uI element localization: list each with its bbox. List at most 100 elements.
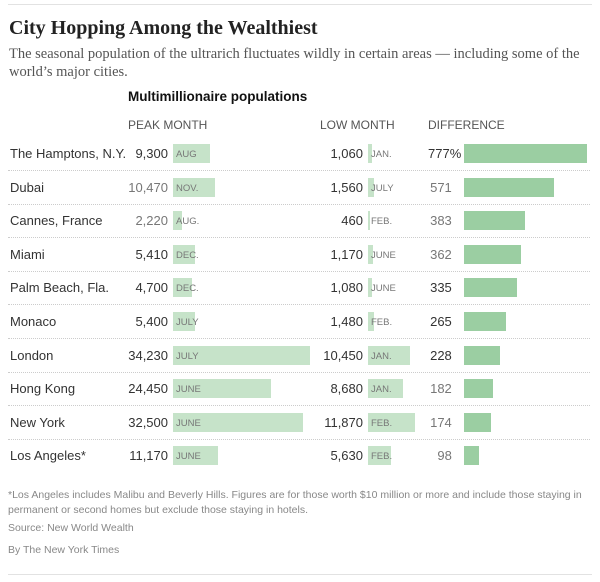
- peak-month: DEC.: [176, 249, 199, 261]
- peak-bar: [173, 379, 271, 399]
- difference-bar: [464, 144, 587, 163]
- difference-value: 335: [430, 280, 452, 296]
- low-value: 460: [341, 213, 363, 229]
- low-bar: [368, 144, 373, 163]
- source: Source: New World Wealth: [8, 522, 134, 534]
- peak-value: 9,300: [135, 146, 168, 161]
- low-month: FEB.: [371, 216, 393, 228]
- city-name: Palm Beach, Fla.: [10, 280, 109, 296]
- difference-bar: [464, 211, 525, 231]
- low-bar: [368, 211, 370, 231]
- peak-value: 4,700: [135, 280, 168, 296]
- low-month: JAN.: [371, 350, 392, 362]
- low-bar: [368, 278, 373, 298]
- city-name: Cannes, France: [10, 213, 103, 229]
- table-row: New York 32,500 JUNE 11,870 FEB. 174: [8, 407, 590, 440]
- peak-value: 2,220: [135, 213, 168, 229]
- difference-bar: [464, 177, 555, 197]
- low-month: JAN.: [371, 384, 392, 396]
- table-row: The Hamptons, N.Y. 9,300 AUG 1,060 JAN. 777%: [8, 138, 590, 171]
- low-bar: [368, 177, 375, 197]
- difference-value: 777%: [428, 146, 462, 161]
- difference-bar: [464, 244, 522, 264]
- low-value: 1,080: [330, 280, 363, 296]
- city-name: Los Angeles*: [10, 448, 86, 464]
- table-row: Palm Beach, Fla. 4,700 DEC. 1,080 JUNE 335: [8, 272, 590, 306]
- difference-bar: [464, 379, 493, 399]
- difference-value: 383: [430, 213, 452, 229]
- peak-bar: [173, 244, 195, 264]
- difference-value: 182: [430, 381, 452, 397]
- peak-bar: [173, 278, 192, 298]
- low-value: 5,630: [330, 448, 363, 464]
- low-value: 1,480: [330, 314, 363, 329]
- difference-value: 98: [437, 448, 452, 464]
- low-month: JULY: [371, 182, 394, 194]
- peak-bar: [173, 412, 303, 432]
- row-separator: [8, 405, 590, 407]
- peak-month: JULY: [176, 317, 199, 328]
- table-heading: Multimillionaire populations: [128, 89, 308, 104]
- peak-bar: [173, 211, 182, 231]
- low-month: FEB.: [371, 451, 393, 463]
- difference-value: 362: [430, 246, 452, 262]
- city-name: London: [10, 347, 54, 363]
- peak-bar: [173, 345, 310, 365]
- peak-bar: [173, 177, 215, 197]
- peak-value: 11,170: [129, 448, 168, 464]
- peak-month: JUNE: [176, 451, 201, 463]
- low-value: 8,680: [330, 381, 363, 397]
- low-month: JUNE: [371, 283, 396, 295]
- peak-value: 5,410: [135, 246, 168, 262]
- difference-value: 265: [430, 314, 452, 329]
- city-name: Hong Kong: [10, 381, 76, 397]
- low-bar: [368, 345, 410, 365]
- row-separator: [8, 438, 590, 440]
- row-separator: [8, 270, 590, 272]
- difference-bar: [464, 412, 492, 432]
- low-value: 1,060: [330, 146, 363, 161]
- row-separator: [8, 338, 590, 339]
- difference-bar: [464, 312, 506, 331]
- row-separator: [8, 371, 590, 373]
- table-row: Los Angeles* 11,170 JUNE 5,630 FEB. 98: [8, 440, 590, 473]
- row-separator: [8, 203, 590, 205]
- peak-value: 24,450: [128, 381, 168, 397]
- peak-value: 10,470: [128, 179, 168, 195]
- low-value: 1,170: [330, 246, 363, 262]
- bottom-rule: [8, 574, 592, 575]
- table-row: Hong Kong 24,450 JUNE 8,680 JAN. 182: [8, 373, 590, 407]
- subtitle: The seasonal population of the ultrarich…: [9, 46, 580, 80]
- peak-value: 34,230: [128, 347, 168, 363]
- low-bar: [368, 379, 403, 399]
- page-title: City Hopping Among the Wealthiest: [9, 17, 318, 39]
- city-name: New York: [10, 414, 65, 430]
- peak-month: JULY: [176, 350, 199, 362]
- city-name: Dubai: [10, 179, 44, 195]
- column-header-low: LOW MONTH: [320, 118, 395, 132]
- footnote: *Los Angeles includes Malibu and Beverly…: [8, 489, 582, 516]
- difference-value: 228: [430, 347, 452, 363]
- low-value: 10,450: [323, 347, 363, 363]
- difference-bar: [464, 278, 517, 298]
- peak-value: 5,400: [135, 314, 168, 329]
- table-row: Dubai 10,470 NOV. 1,560 JULY 571: [8, 172, 590, 205]
- low-month: JAN.: [371, 149, 392, 160]
- difference-bar: [464, 446, 480, 466]
- peak-month: AUG: [176, 149, 197, 160]
- peak-month: JUNE: [176, 417, 201, 429]
- table-row: Cannes, France 2,220 AUG. 460 FEB. 383: [8, 205, 590, 239]
- top-rule: [8, 4, 592, 5]
- column-header-difference: DIFFERENCE: [428, 118, 505, 132]
- table-row: Monaco 5,400 JULY 1,480 FEB. 265: [8, 306, 590, 339]
- low-value: 1,560: [330, 179, 363, 195]
- low-value: 11,870: [324, 414, 363, 430]
- peak-bar: [173, 312, 195, 331]
- peak-month: DEC.: [176, 283, 199, 295]
- low-bar: [368, 446, 391, 466]
- peak-month: JUNE: [176, 384, 201, 396]
- low-bar: [368, 312, 374, 331]
- row-separator: [8, 304, 590, 306]
- low-month: FEB.: [371, 417, 393, 429]
- peak-month: NOV.: [176, 182, 199, 194]
